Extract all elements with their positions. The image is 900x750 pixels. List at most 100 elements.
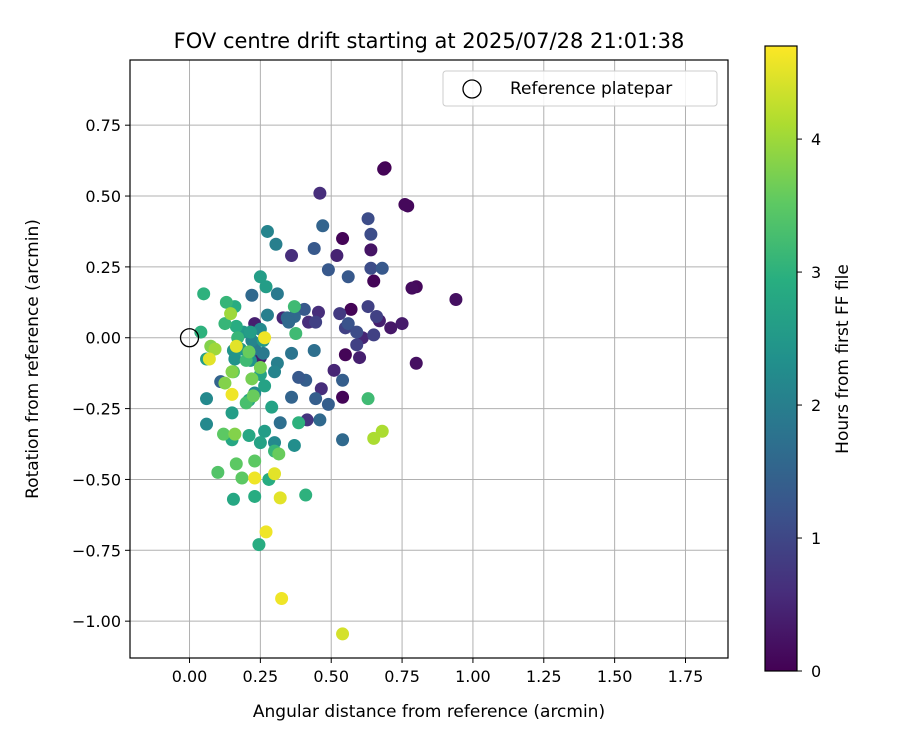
data-point	[200, 417, 214, 431]
data-point	[336, 373, 350, 387]
data-point	[211, 465, 225, 479]
data-point	[377, 162, 391, 176]
plot-frame	[129, 59, 729, 659]
data-point	[259, 525, 273, 539]
colorbar-tick-label: 1	[811, 529, 821, 548]
data-point	[256, 346, 270, 360]
data-point	[265, 400, 279, 414]
data-point	[258, 424, 272, 438]
data-point	[307, 343, 321, 357]
chart-title: FOV centre drift starting at 2025/07/28 …	[174, 29, 685, 53]
data-point	[341, 270, 355, 284]
colorbar-tick-label: 0	[811, 662, 821, 681]
data-point	[202, 352, 216, 366]
data-point	[309, 392, 323, 406]
data-point	[217, 427, 231, 441]
data-point	[364, 261, 378, 275]
data-point	[292, 416, 306, 430]
data-point	[309, 315, 323, 329]
data-point	[270, 287, 284, 301]
x-tick-label: 0.75	[384, 667, 420, 686]
data-point	[245, 372, 259, 386]
data-point	[409, 356, 423, 370]
data-point	[311, 305, 325, 319]
data-point	[338, 348, 352, 362]
colorbar: 0 1 2 3 4 Hours from first FF file	[764, 45, 853, 681]
data-point	[375, 261, 389, 275]
x-tick-label: 1.25	[526, 667, 562, 686]
legend: Reference platepar	[442, 70, 718, 107]
y-tick-label: 0.50	[85, 187, 121, 206]
colorbar-gradient	[764, 45, 798, 672]
legend-box	[442, 70, 718, 107]
data-point	[226, 492, 240, 506]
data-points	[194, 161, 463, 641]
data-point	[275, 591, 289, 605]
data-point	[449, 292, 463, 306]
x-axis-label: Angular distance from reference (arcmin)	[253, 702, 605, 722]
y-tick-label: −1.00	[72, 612, 121, 631]
data-point	[200, 392, 214, 406]
data-point	[350, 325, 364, 339]
data-point	[248, 454, 262, 468]
data-point	[246, 389, 260, 403]
data-point	[321, 397, 335, 411]
y-axis-ticks: 0.75 0.50 0.25 0.00 −0.25 −0.50 −0.75 −1.00	[72, 116, 130, 631]
data-point	[259, 280, 273, 294]
data-point	[353, 351, 367, 365]
data-point	[341, 317, 355, 331]
data-point	[208, 342, 222, 356]
data-point	[361, 392, 375, 406]
x-tick-label: 1.75	[668, 667, 704, 686]
data-point	[367, 328, 381, 342]
data-point	[344, 302, 358, 316]
data-point	[225, 406, 239, 420]
x-tick-label: 0.25	[243, 667, 279, 686]
data-point	[225, 387, 239, 401]
data-point	[289, 326, 303, 340]
data-point	[253, 436, 267, 450]
data-point	[395, 317, 409, 331]
data-point	[243, 325, 257, 339]
data-point	[398, 198, 412, 212]
data-point	[370, 309, 384, 323]
data-point	[219, 295, 233, 309]
data-point	[375, 424, 389, 438]
x-tick-label: 0.50	[313, 667, 349, 686]
data-point	[228, 427, 242, 441]
colorbar-ticks: 0 1 2 3 4	[797, 130, 821, 681]
data-point	[269, 237, 283, 251]
y-tick-label: 0.00	[85, 329, 121, 348]
data-point	[367, 274, 381, 288]
data-point	[248, 489, 262, 503]
data-point	[258, 379, 272, 393]
colorbar-label: Hours from first FF file	[833, 264, 853, 454]
y-tick-label: −0.50	[72, 470, 121, 489]
data-point	[245, 288, 259, 302]
data-point	[229, 457, 243, 471]
data-point	[336, 627, 350, 641]
y-axis-label: Rotation from reference (arcmin)	[23, 219, 43, 499]
data-point	[287, 300, 301, 314]
y-tick-label: 0.25	[85, 258, 121, 277]
data-point	[242, 429, 256, 443]
data-point	[229, 339, 243, 353]
x-tick-label: 1.50	[597, 667, 633, 686]
data-point	[197, 287, 211, 301]
data-point	[336, 232, 350, 246]
data-point	[384, 321, 398, 335]
y-tick-label: −0.75	[72, 541, 121, 560]
data-point	[273, 491, 287, 505]
data-point	[285, 390, 299, 404]
grid-lines	[130, 60, 728, 658]
data-point	[253, 361, 267, 375]
y-tick-label: −0.25	[72, 400, 121, 419]
data-point	[336, 390, 350, 404]
data-point	[330, 249, 344, 263]
legend-reference-marker	[462, 79, 482, 99]
data-point	[229, 319, 243, 333]
data-point	[252, 538, 266, 552]
reference-platepar-marker	[179, 328, 200, 348]
